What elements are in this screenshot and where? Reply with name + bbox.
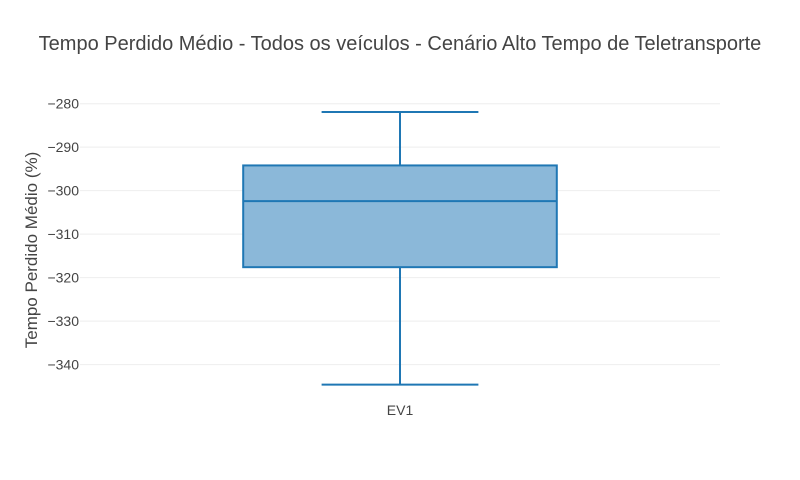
- y-tick-label: −290: [47, 139, 79, 155]
- y-axis-title: Tempo Perdido Médio (%): [22, 152, 41, 349]
- y-tick-label: −320: [47, 270, 79, 286]
- box-iqr: [242, 164, 558, 269]
- x-axis-ticks: EV1: [387, 402, 414, 418]
- y-axis-ticks: −280 −290 −300 −310 −320 −330 −340: [47, 96, 79, 373]
- x-tick-label: EV1: [387, 402, 414, 418]
- chart-title: Tempo Perdido Médio - Todos os veículos …: [39, 33, 762, 55]
- y-tick-label: −300: [47, 183, 79, 199]
- y-tick-label: −330: [47, 313, 79, 329]
- y-tick-label: −280: [47, 96, 79, 112]
- box-series: [242, 110, 558, 386]
- y-tick-label: −310: [47, 226, 79, 242]
- box-ev1: [242, 110, 558, 386]
- y-tick-label: −340: [47, 357, 79, 373]
